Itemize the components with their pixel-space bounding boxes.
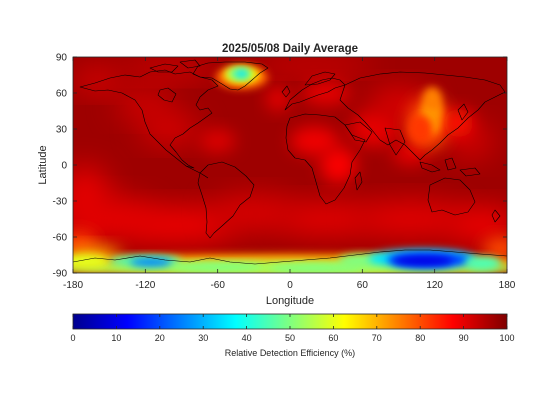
field-blob (73, 165, 110, 225)
y-axis-label: Latitude (37, 145, 49, 184)
x-axis-label: Longitude (266, 295, 314, 307)
coastline-britain (281, 85, 291, 98)
x-tick-label: -180 (63, 280, 83, 291)
field-blob (73, 69, 122, 93)
x-tick-label: -60 (210, 280, 225, 291)
coastline-europe (284, 77, 346, 111)
field-blob (444, 108, 474, 138)
field-blob (277, 202, 375, 236)
coastline-antarctica (73, 249, 507, 265)
colorbar-tick-label: 10 (111, 333, 121, 343)
field-blob (199, 129, 236, 153)
field-blob (139, 114, 200, 144)
y-tick-label: 30 (56, 125, 68, 136)
x-tick-label: 0 (287, 280, 293, 291)
colorbar-tick-label: 30 (198, 333, 208, 343)
field-blob (320, 147, 357, 183)
colorbar-tick-label: 90 (459, 333, 469, 343)
field-blob (121, 59, 218, 79)
x-tick-label: 180 (499, 280, 516, 291)
coastline-madagascar (354, 171, 363, 191)
colorbar-tick-label: 50 (285, 333, 295, 343)
colorbar-tick-label: 40 (242, 333, 252, 343)
x-axis-ticks: -180 -120 -60 0 60 120 180 (63, 57, 516, 291)
field-background (73, 57, 507, 273)
field-blob (211, 195, 297, 231)
coastline-australia (427, 177, 476, 216)
coastline-south-america (197, 161, 255, 239)
y-tick-label: -90 (53, 269, 68, 280)
field-blob (392, 255, 453, 267)
field-blob (422, 87, 442, 111)
field-blob (265, 87, 291, 111)
field-blob (127, 207, 236, 243)
x-tick-label: 120 (426, 280, 443, 291)
y-tick-label: -60 (53, 233, 68, 244)
field-blob (234, 69, 250, 79)
x-tick-label: 60 (357, 280, 369, 291)
field-blob (482, 237, 507, 261)
colorbar-tick-label: 20 (155, 333, 165, 343)
heat-field (73, 57, 507, 273)
y-tick-label: 90 (56, 53, 68, 64)
field-blob (115, 90, 176, 120)
colorbar-tick-label: 0 (70, 333, 75, 343)
colorbar-ticks: 0 10 20 30 40 50 60 70 80 90 100 (70, 314, 515, 343)
field-blob (464, 256, 501, 271)
colorbar-tick-label: 100 (499, 333, 514, 343)
coastline-outlines (73, 59, 507, 265)
y-tick-label: 60 (56, 89, 68, 100)
coastline-asia (339, 71, 506, 161)
y-tick-label: 0 (61, 161, 67, 172)
field-blob (129, 258, 174, 267)
y-axis-ticks: 90 60 30 0 -30 -60 -90 (53, 53, 507, 280)
coastline-hudson-bay (157, 87, 177, 103)
colorbar-tick-label: 80 (415, 333, 425, 343)
field-blob (73, 253, 110, 269)
coastline-japan (457, 103, 469, 121)
colorbar-tick-label: 60 (328, 333, 338, 343)
y-tick-label: -30 (53, 197, 68, 208)
field-blob (356, 201, 465, 237)
field-blob (169, 262, 266, 272)
coastline-arctic-islands (149, 59, 201, 73)
field-blob (446, 207, 507, 243)
coastline-india (384, 127, 406, 156)
coastline-greenland (192, 61, 269, 91)
colorbar-tick-label: 70 (372, 333, 382, 343)
coastline-scandinavia (304, 71, 336, 86)
field-blob (253, 59, 375, 74)
coastline-africa (285, 113, 366, 205)
field-blob (408, 114, 433, 144)
coastline-new-zealand (491, 209, 501, 223)
colorbar-label: Relative Detection Efficiency (%) (225, 348, 355, 358)
coastline-arabia (344, 121, 373, 143)
coastline-southeast-asia-islands (419, 157, 481, 177)
chart-title: 2025/05/08 Daily Average (222, 43, 358, 55)
field-blob (290, 126, 339, 156)
x-tick-label: -120 (135, 280, 155, 291)
